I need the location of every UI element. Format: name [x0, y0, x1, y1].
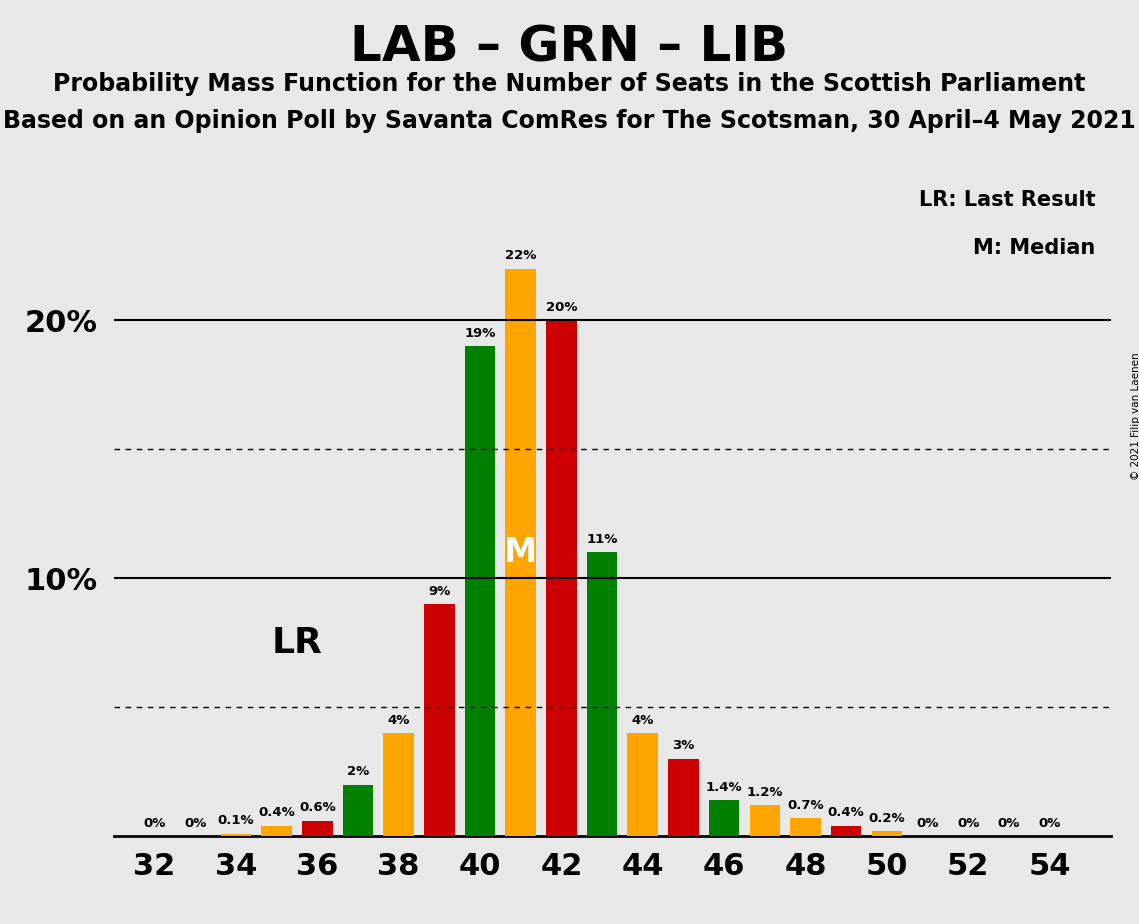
Bar [871, 831, 902, 836]
Text: 0%: 0% [957, 817, 980, 830]
Text: LR: LR [271, 626, 322, 660]
Bar [587, 553, 617, 836]
Text: 22%: 22% [505, 249, 536, 262]
Bar [546, 321, 576, 836]
Text: 20%: 20% [546, 300, 577, 314]
Text: © 2021 Filip van Laenen: © 2021 Filip van Laenen [1131, 352, 1139, 480]
Bar [628, 733, 658, 836]
Text: M: M [505, 536, 538, 569]
Text: 1.4%: 1.4% [706, 781, 743, 794]
Text: LR: Last Result: LR: Last Result [919, 190, 1096, 210]
Bar [669, 759, 698, 836]
Text: 19%: 19% [465, 326, 495, 339]
Text: 0.4%: 0.4% [259, 807, 295, 820]
Text: 11%: 11% [587, 533, 617, 546]
Text: 0.2%: 0.2% [868, 811, 906, 824]
Text: 0%: 0% [916, 817, 939, 830]
Text: 0.7%: 0.7% [787, 798, 823, 811]
Text: 4%: 4% [631, 713, 654, 726]
Bar [384, 733, 413, 836]
Text: 0.1%: 0.1% [218, 814, 254, 827]
Bar [708, 800, 739, 836]
Text: 0%: 0% [144, 817, 166, 830]
Bar [261, 826, 292, 836]
Text: Based on an Opinion Poll by Savanta ComRes for The Scotsman, 30 April–4 May 2021: Based on an Opinion Poll by Savanta ComR… [3, 109, 1136, 133]
Text: 1.2%: 1.2% [746, 785, 782, 799]
Text: 2%: 2% [347, 765, 369, 778]
Bar [830, 826, 861, 836]
Bar [302, 821, 333, 836]
Bar [465, 346, 495, 836]
Text: LAB – GRN – LIB: LAB – GRN – LIB [351, 23, 788, 71]
Text: 0%: 0% [1039, 817, 1060, 830]
Text: 0.4%: 0.4% [828, 807, 865, 820]
Text: 3%: 3% [672, 739, 695, 752]
Bar [343, 784, 374, 836]
Text: Probability Mass Function for the Number of Seats in the Scottish Parliament: Probability Mass Function for the Number… [54, 72, 1085, 96]
Bar [749, 805, 780, 836]
Text: M: Median: M: Median [974, 238, 1096, 258]
Bar [221, 833, 252, 836]
Bar [506, 269, 536, 836]
Bar [790, 818, 821, 836]
Text: 0%: 0% [185, 817, 206, 830]
Text: 0%: 0% [998, 817, 1021, 830]
Text: 0.6%: 0.6% [298, 801, 336, 814]
Text: 4%: 4% [387, 713, 410, 726]
Bar [424, 604, 454, 836]
Text: 9%: 9% [428, 585, 450, 598]
